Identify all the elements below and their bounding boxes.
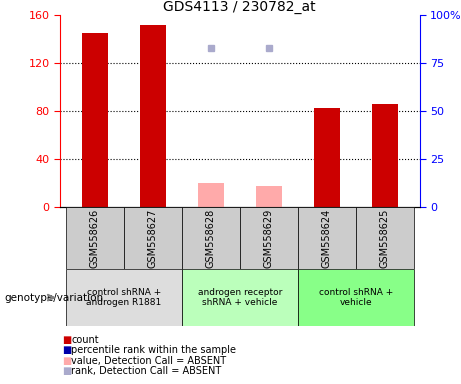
Text: count: count [71,335,99,345]
Text: genotype/variation: genotype/variation [5,293,104,303]
Text: rank, Detection Call = ABSENT: rank, Detection Call = ABSENT [71,366,222,376]
Bar [298,269,414,326]
Text: GSM558624: GSM558624 [322,209,332,268]
Text: control shRNA +
androgen R1881: control shRNA + androgen R1881 [86,288,161,307]
Bar [313,108,340,207]
Text: value, Detection Call = ABSENT: value, Detection Call = ABSENT [71,356,226,366]
Text: GSM558626: GSM558626 [90,209,100,268]
Text: androgen receptor
shRNA + vehicle: androgen receptor shRNA + vehicle [197,288,282,307]
Bar [198,184,224,207]
Bar [372,104,398,207]
Text: ■: ■ [62,335,71,345]
Text: GSM558628: GSM558628 [206,209,216,268]
Bar [124,207,182,269]
Bar [182,207,240,269]
Text: GSM558629: GSM558629 [264,209,274,268]
Bar [256,186,282,207]
Bar [140,25,166,207]
Title: GDS4113 / 230782_at: GDS4113 / 230782_at [163,0,316,14]
Text: GSM558625: GSM558625 [380,209,390,268]
Text: percentile rank within the sample: percentile rank within the sample [71,345,236,355]
Text: ■: ■ [62,345,71,355]
Bar [298,207,356,269]
Bar [66,269,182,326]
Text: ■: ■ [62,356,71,366]
Bar [240,207,298,269]
Bar [182,269,298,326]
Bar [82,33,108,207]
Text: ■: ■ [62,366,71,376]
Text: control shRNA +
vehicle: control shRNA + vehicle [319,288,393,307]
Bar [356,207,414,269]
Bar [66,207,124,269]
Text: GSM558627: GSM558627 [148,209,158,268]
